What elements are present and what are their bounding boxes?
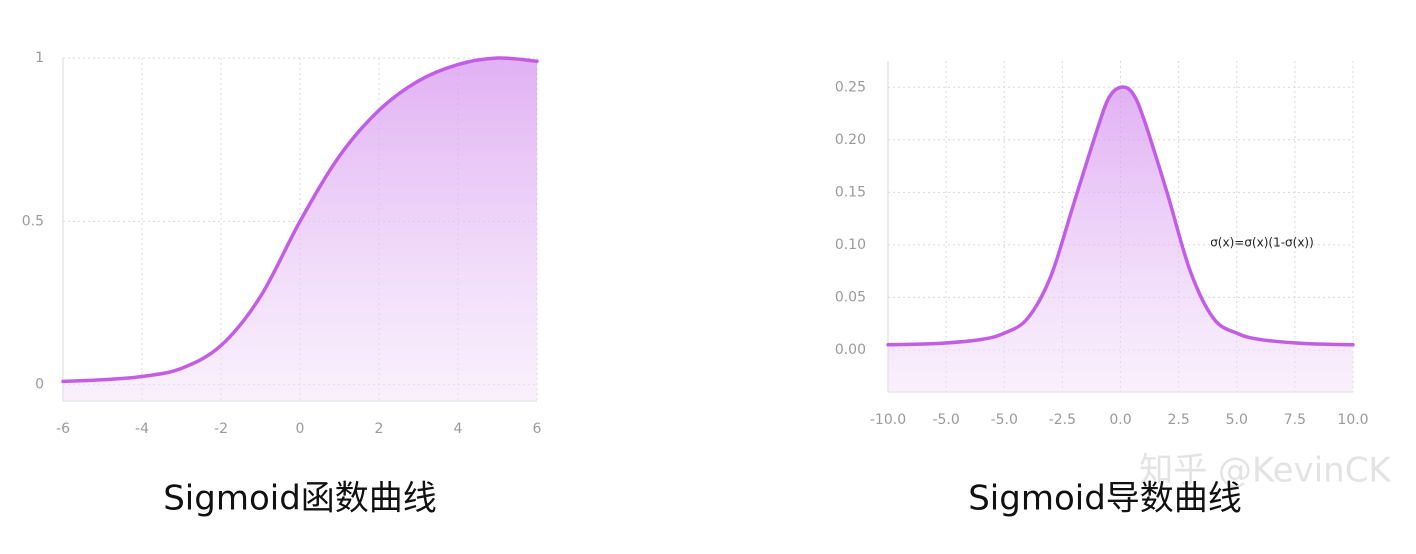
x-tick-label: 2 (375, 421, 384, 437)
x-tick-label: 0.0 (1109, 412, 1131, 428)
x-tick-label: -5.0 (932, 412, 959, 428)
x-tick-label: -4 (135, 421, 149, 437)
x-tick-label: 4 (454, 421, 463, 437)
line (61, 56, 539, 384)
y-tick-label: 0.00 (835, 342, 866, 358)
x-tick-label: 5.0 (1226, 412, 1248, 428)
x-tick-label: -6 (56, 421, 70, 437)
y-tick-label: 0.25 (835, 79, 866, 95)
y-tick-label: 0.20 (835, 132, 866, 148)
x-tick-label: -5.0 (991, 412, 1018, 428)
watermark: 知乎 @KevinCK (1139, 451, 1392, 491)
area (63, 57, 537, 402)
x-tick-label: 0 (296, 421, 305, 437)
y-tick-label: 1 (35, 50, 44, 66)
y-tick-label: 0.5 (22, 213, 44, 229)
y-tick-label: 0.10 (835, 237, 866, 253)
y-tick-label: 0.05 (835, 289, 866, 305)
x-tick-label: 2.5 (1167, 412, 1189, 428)
y-tick-label: 0 (35, 377, 44, 393)
x-tick-label: 10.0 (1337, 412, 1368, 428)
annotation: σ(x)=σ(x)(1-σ(x)) (1210, 236, 1314, 250)
chart-title: Sigmoid导数曲线 (968, 479, 1242, 519)
x-tick-label: -10.0 (870, 412, 906, 428)
chart-title: Sigmoid函数曲线 (163, 479, 437, 519)
line (886, 85, 1355, 347)
x-tick-label: 7.5 (1284, 412, 1306, 428)
x-tick-label: -2 (214, 421, 228, 437)
x-tick-label: -2.5 (1049, 412, 1076, 428)
y-tick-label: 0.15 (835, 184, 866, 200)
area (888, 86, 1353, 393)
x-tick-label: 6 (533, 421, 542, 437)
